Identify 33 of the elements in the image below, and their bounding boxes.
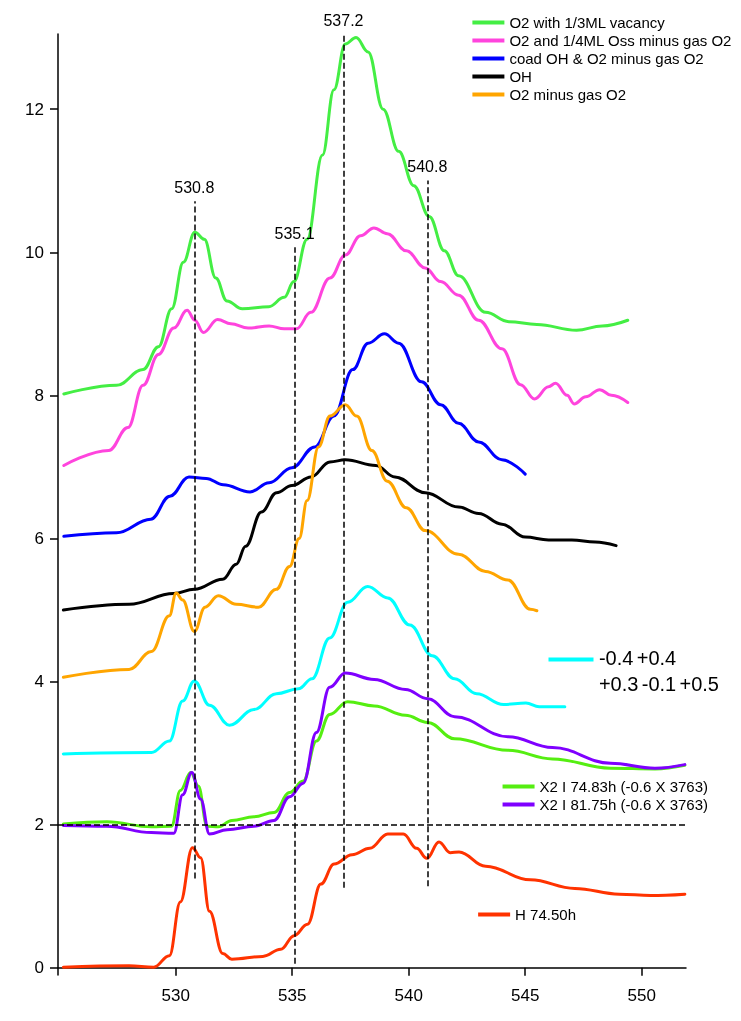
ref-line-label: 530.8 xyxy=(174,178,215,196)
legend-label: O2 minus gas O2 xyxy=(509,86,627,103)
y-tick-label: 8 xyxy=(34,385,44,405)
annotation: +0.3 xyxy=(598,673,639,695)
line-series xyxy=(62,226,630,467)
line-series xyxy=(61,584,567,756)
legend-label: OH xyxy=(509,68,532,85)
x-tick-label: 535 xyxy=(278,986,307,1005)
legend-label: coad OH & O2 minus gas O2 xyxy=(509,50,704,67)
annotation: -0.4 xyxy=(598,647,634,669)
y-tick-label: 6 xyxy=(34,528,44,548)
legend-label: H 74.50h xyxy=(515,906,577,923)
annotation: +0.5 xyxy=(679,673,719,695)
y-tick-label: 0 xyxy=(34,958,44,978)
legend-label: O2 with 1/3ML vacancy xyxy=(509,14,666,31)
y-tick-label: 10 xyxy=(25,242,44,262)
legend-label: O2 and 1/4ML Oss minus gas O2 xyxy=(509,32,732,49)
legend-label: X2 I 81.75h (-0.6 X 3763) xyxy=(539,796,709,813)
x-tick-label: 530 xyxy=(161,986,190,1005)
y-tick-label: 4 xyxy=(34,672,44,692)
annotation: +0.4 xyxy=(636,647,677,669)
y-tick-label: 2 xyxy=(34,815,44,835)
line-series xyxy=(62,332,527,538)
x-tick-label: 540 xyxy=(394,986,423,1005)
legend-label: X2 I 74.83h (-0.6 X 3763) xyxy=(539,778,709,795)
y-tick-label: 12 xyxy=(25,99,44,119)
x-tick-label: 545 xyxy=(511,986,540,1005)
ref-line-label: 540.8 xyxy=(407,158,448,176)
annotation: -0.1 xyxy=(641,673,677,695)
line-series xyxy=(61,832,687,969)
x-tick-label: 550 xyxy=(627,986,656,1005)
ref-line-label: 537.2 xyxy=(323,11,364,29)
line-series xyxy=(61,403,539,679)
